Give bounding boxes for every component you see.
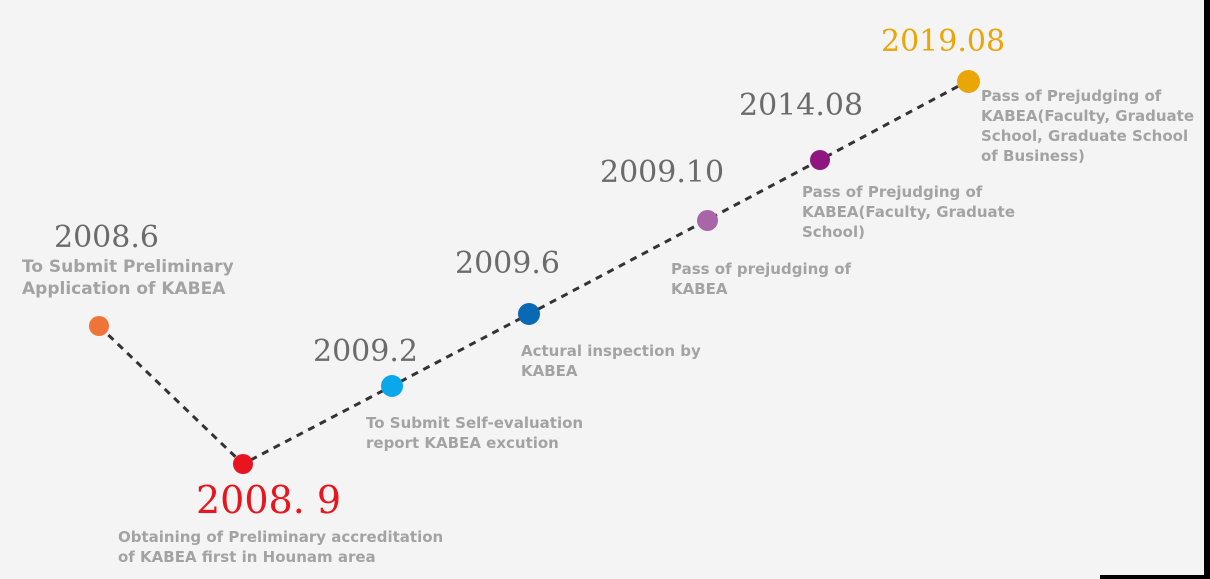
milestone-description: To Submit Self-evaluation report KABEA e… xyxy=(366,414,584,452)
milestone-description: Obtaining of Preliminary accreditation o… xyxy=(118,528,444,566)
frame-border-bottom xyxy=(1100,575,1210,579)
milestone-description: Pass of Prejudging of KABEA(Faculty, Gra… xyxy=(981,87,1194,165)
milestone-date: 2009.2 xyxy=(313,334,418,369)
milestone-date: 2008.6 xyxy=(54,220,159,255)
milestone-dot xyxy=(233,454,253,474)
milestone-description: Pass of Prejudging of KABEA(Faculty, Gra… xyxy=(802,183,1015,241)
milestone-date: 2019.08 xyxy=(881,24,1006,59)
milestone-dot xyxy=(957,70,980,93)
milestone-date: 2008. 9 xyxy=(196,478,342,522)
milestone-date: 2014.08 xyxy=(739,88,864,123)
milestone-dot xyxy=(89,316,109,336)
milestone-description: To Submit Preliminary Application of KAB… xyxy=(22,257,234,299)
milestone-date: 2009.6 xyxy=(455,246,560,281)
frame-border-right xyxy=(1204,0,1210,579)
milestone-dot xyxy=(810,150,830,170)
milestone-date: 2009.10 xyxy=(600,155,725,190)
milestone-dot xyxy=(518,303,540,325)
milestone-dot xyxy=(381,375,403,397)
milestone-description: Pass of prejudging of KABEA xyxy=(671,260,852,298)
milestone-dot xyxy=(697,210,718,231)
milestone-description: Actural inspection by KABEA xyxy=(521,342,701,380)
